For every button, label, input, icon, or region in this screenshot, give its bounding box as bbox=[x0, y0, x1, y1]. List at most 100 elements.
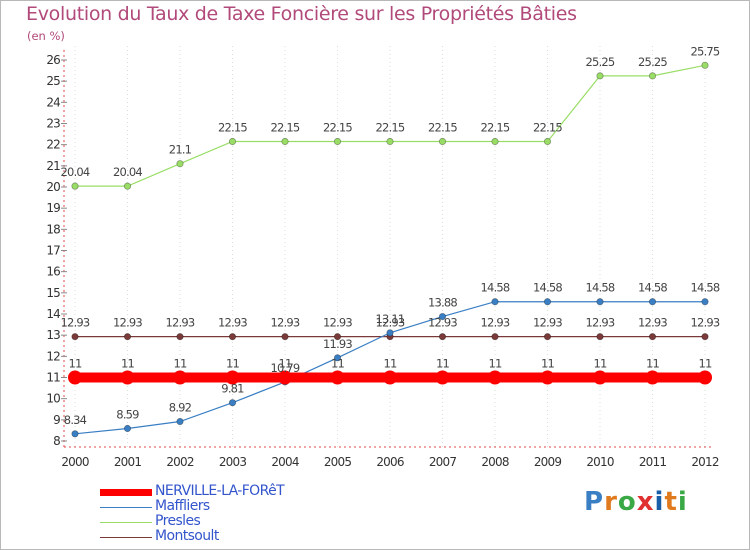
data-point bbox=[176, 160, 184, 168]
data-point bbox=[71, 333, 79, 341]
data-label: 8.34 bbox=[64, 413, 87, 427]
data-label: 12.93 bbox=[271, 316, 300, 330]
data-point bbox=[176, 417, 184, 426]
data-point bbox=[540, 370, 555, 385]
data-point bbox=[596, 298, 604, 306]
y-tick-label: 8 bbox=[53, 434, 60, 448]
x-tick-label: 2000 bbox=[61, 455, 89, 469]
legend-swatch-presles bbox=[100, 522, 152, 523]
data-label: 14.58 bbox=[481, 281, 510, 295]
x-tick-label: 2011 bbox=[639, 455, 667, 469]
data-label: 12.93 bbox=[586, 316, 615, 330]
data-label: 13.11 bbox=[376, 312, 405, 326]
data-label: 11 bbox=[226, 357, 240, 371]
data-point bbox=[543, 333, 552, 341]
data-point bbox=[333, 137, 342, 146]
data-point bbox=[123, 333, 132, 341]
data-point bbox=[543, 298, 552, 306]
data-label: 12.93 bbox=[533, 316, 562, 330]
y-tick-label: 11 bbox=[46, 371, 60, 385]
data-label: 9.81 bbox=[221, 382, 244, 396]
legend-swatch-maffliers bbox=[100, 507, 152, 508]
x-tick-label: 2001 bbox=[114, 455, 142, 469]
data-point bbox=[120, 370, 135, 385]
data-point bbox=[123, 182, 132, 190]
data-label: 22.15 bbox=[533, 120, 562, 134]
data-point bbox=[701, 61, 709, 69]
data-label: 11 bbox=[383, 357, 397, 371]
y-tick-label: 17 bbox=[46, 244, 60, 258]
data-point bbox=[278, 370, 292, 385]
data-point bbox=[228, 333, 237, 341]
data-label: 20.04 bbox=[113, 165, 142, 179]
data-point bbox=[333, 354, 342, 362]
data-point bbox=[596, 333, 604, 341]
y-tick-label: 14 bbox=[46, 307, 60, 321]
data-point bbox=[596, 72, 604, 80]
data-point bbox=[225, 370, 240, 385]
data-point bbox=[228, 399, 237, 407]
data-label: 11 bbox=[593, 357, 607, 371]
data-label: 12.93 bbox=[323, 316, 352, 330]
data-label: 11 bbox=[331, 357, 345, 371]
data-point bbox=[648, 298, 657, 306]
data-label: 22.15 bbox=[376, 120, 405, 134]
unit-label: (en %) bbox=[27, 29, 65, 43]
data-label: 12.93 bbox=[113, 316, 142, 330]
y-tick-label: 20 bbox=[46, 180, 60, 194]
data-label: 14.58 bbox=[638, 281, 667, 295]
data-label: 8.59 bbox=[116, 408, 139, 422]
logo-letter: i bbox=[654, 487, 665, 517]
data-label: 12.93 bbox=[481, 316, 510, 330]
data-point bbox=[123, 424, 132, 433]
data-label: 11 bbox=[121, 357, 135, 371]
data-label: 10.79 bbox=[271, 361, 300, 375]
data-label: 12.93 bbox=[376, 316, 405, 330]
data-point bbox=[648, 72, 657, 80]
y-tick-label: 9 bbox=[53, 413, 60, 427]
data-label: 12.93 bbox=[61, 316, 90, 330]
y-tick-label: 13 bbox=[46, 328, 60, 342]
legend-swatch-nerville bbox=[100, 489, 152, 496]
x-tick-label: 2007 bbox=[429, 455, 457, 469]
data-point bbox=[701, 333, 709, 341]
data-label: 11 bbox=[541, 357, 555, 371]
data-point bbox=[438, 312, 447, 321]
data-point bbox=[71, 182, 79, 190]
data-label: 14.58 bbox=[533, 281, 562, 295]
x-tick-label: 2009 bbox=[534, 455, 562, 469]
logo-letter: o bbox=[617, 487, 637, 517]
legend-label: Montsoult bbox=[155, 528, 219, 544]
data-point bbox=[435, 370, 450, 385]
data-label: 11.93 bbox=[323, 337, 352, 351]
data-point bbox=[333, 333, 342, 341]
data-label: 21.1 bbox=[169, 143, 192, 157]
data-point bbox=[648, 333, 657, 341]
data-label: 14.58 bbox=[586, 281, 615, 295]
data-point bbox=[281, 333, 289, 341]
data-label: 22.15 bbox=[271, 120, 300, 134]
y-tick-label: 25 bbox=[46, 74, 60, 88]
data-point bbox=[386, 329, 394, 337]
y-tick-label: 22 bbox=[46, 138, 60, 152]
data-point bbox=[701, 298, 709, 306]
data-label: 14.58 bbox=[691, 281, 720, 295]
data-label: 25.75 bbox=[691, 44, 720, 58]
x-tick-label: 2010 bbox=[586, 455, 614, 469]
x-tick-label: 2006 bbox=[376, 455, 404, 469]
data-point bbox=[491, 137, 499, 146]
logo-letter: t bbox=[664, 487, 678, 517]
data-label: 11 bbox=[646, 357, 660, 371]
data-label: 13.88 bbox=[428, 296, 457, 310]
data-label: 8.92 bbox=[169, 401, 192, 415]
legend-swatch-montsoult bbox=[100, 537, 152, 538]
x-tick-label: 2004 bbox=[271, 455, 299, 469]
legend-label: Presles bbox=[155, 513, 201, 529]
data-label: 11 bbox=[436, 357, 450, 371]
data-point bbox=[68, 370, 82, 385]
data-point bbox=[488, 370, 502, 385]
data-label: 12.93 bbox=[691, 316, 720, 330]
data-point bbox=[438, 333, 447, 341]
x-tick-label: 2002 bbox=[166, 455, 194, 469]
